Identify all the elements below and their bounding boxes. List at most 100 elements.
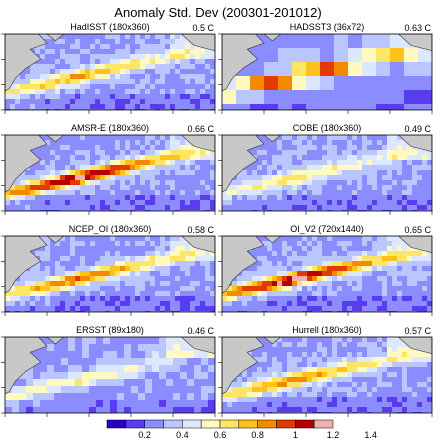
heatmap-cell	[247, 382, 253, 388]
heatmap-cell	[180, 54, 186, 60]
heatmap-cell	[95, 165, 101, 171]
heatmap-cell	[292, 90, 307, 105]
heatmap-cell	[165, 74, 171, 80]
heatmap-cell	[180, 99, 186, 105]
heatmap-cell	[100, 160, 106, 166]
heatmap-cell	[382, 362, 388, 368]
heatmap-cell	[292, 352, 298, 358]
heatmap-cell	[317, 271, 323, 277]
heatmap-cell	[302, 286, 308, 292]
heatmap-cell	[60, 190, 66, 196]
heatmap-cell	[130, 241, 136, 247]
heatmap-cell	[312, 387, 318, 393]
heatmap-cell	[297, 271, 303, 277]
heatmap-cell	[362, 407, 368, 413]
heatmap-cell	[272, 271, 278, 277]
heatmap-cell	[155, 59, 161, 65]
heatmap-cell	[165, 200, 171, 206]
heatmap-cell	[35, 301, 41, 307]
heatmap-cell	[200, 150, 206, 156]
heatmap-cell	[65, 39, 71, 45]
heatmap-cell	[272, 311, 278, 312]
heatmap-cell	[205, 306, 211, 312]
heatmap-cell	[362, 266, 368, 272]
heatmap-cell	[257, 155, 263, 161]
heatmap-cell	[362, 296, 368, 302]
heatmap-cell	[427, 160, 432, 166]
heatmap-cell	[45, 236, 51, 242]
heatmap-cell	[170, 261, 176, 267]
heatmap-cell	[190, 49, 196, 55]
heatmap-cell	[140, 205, 146, 211]
heatmap-cell	[267, 402, 273, 408]
heatmap-cell	[302, 190, 308, 196]
heatmap-cell	[277, 200, 283, 206]
heatmap-cell	[307, 256, 313, 262]
heatmap-cell	[257, 200, 263, 206]
heatmap-cell	[372, 412, 378, 413]
heatmap-cell	[89, 407, 97, 413]
heatmap-cell	[262, 397, 268, 403]
heatmap-cell	[404, 76, 419, 91]
heatmap-cell	[200, 59, 206, 65]
heatmap-cell	[242, 291, 248, 297]
heatmap-cell	[402, 407, 408, 413]
heatmap-cell	[387, 337, 393, 343]
heatmap-cell	[210, 109, 215, 110]
heatmap-cell	[407, 205, 413, 211]
heatmap-cell	[237, 210, 243, 211]
heatmap-cell	[150, 261, 156, 267]
heatmap-cell	[140, 296, 146, 302]
heatmap-cell	[342, 342, 348, 348]
heatmap-cell	[282, 150, 288, 156]
heatmap-cell	[10, 296, 16, 302]
heatmap-cell	[352, 271, 358, 277]
heatmap-cell	[257, 180, 263, 186]
heatmap-cell	[412, 256, 418, 262]
heatmap-cell	[257, 190, 263, 196]
heatmap-cell	[120, 281, 126, 287]
heatmap-cell	[85, 160, 91, 166]
heatmap-cell	[332, 377, 338, 383]
heatmap-cell	[145, 39, 151, 45]
heatmap-cell	[277, 362, 283, 368]
heatmap-cell	[404, 90, 419, 105]
heatmap-cell	[65, 296, 71, 302]
heatmap-cell	[402, 190, 408, 196]
heatmap-cell	[145, 44, 151, 50]
heatmap-cell	[170, 291, 176, 297]
heatmap-cell	[387, 266, 393, 272]
heatmap-cell	[131, 400, 139, 408]
heatmap-cell	[180, 306, 186, 312]
heatmap-cell	[105, 160, 111, 166]
heatmap-cell	[387, 256, 393, 262]
heatmap-cell	[105, 256, 111, 262]
heatmap-cell	[195, 246, 201, 252]
heatmap-cell	[187, 400, 195, 408]
heatmap-cell	[247, 165, 253, 171]
heatmap-cell	[367, 301, 373, 307]
heatmap-cell	[282, 342, 288, 348]
heatmap-cell	[75, 89, 81, 95]
heatmap-cell	[208, 365, 215, 373]
heatmap-cell	[45, 311, 51, 312]
heatmap-cell	[135, 135, 141, 141]
colorbar-tick-label: 0.4	[176, 430, 189, 440]
heatmap-cell	[402, 357, 408, 363]
heatmap-cell	[130, 150, 136, 156]
heatmap-cell	[70, 49, 76, 55]
heatmap-cell	[307, 311, 313, 312]
heatmap-cell	[45, 200, 51, 206]
heatmap-cell	[50, 185, 56, 191]
heatmap-cell	[70, 271, 76, 277]
heatmap-cell	[100, 165, 106, 171]
heatmap-cell	[180, 358, 188, 366]
heatmap-cell	[95, 69, 101, 75]
heatmap-cell	[387, 241, 393, 247]
heatmap-cell	[327, 200, 333, 206]
heatmap-cell	[180, 160, 186, 166]
heatmap-cell	[100, 236, 106, 242]
heatmap-cell	[347, 392, 353, 398]
heatmap-cell	[180, 407, 188, 413]
heatmap-cell	[205, 281, 211, 287]
